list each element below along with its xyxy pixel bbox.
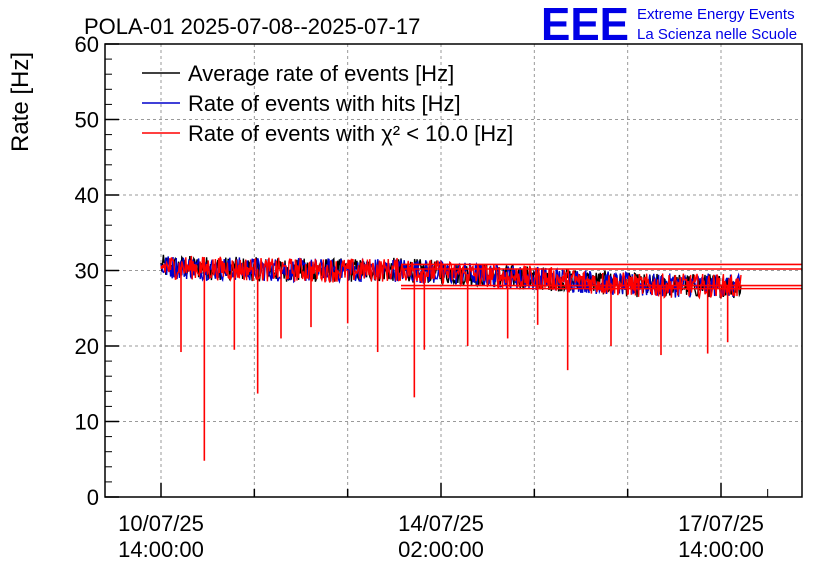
series-1	[160, 256, 742, 298]
y-tick-labels: 0 10 20 30 40 50 60	[75, 32, 99, 510]
legend: Average rate of events [Hz] Rate of event…	[142, 61, 513, 146]
y-tick-label: 20	[75, 334, 99, 359]
logo-mark: EEE	[541, 0, 629, 50]
series-layer	[160, 254, 802, 461]
eee-logo: EEE Extreme Energy Events La Scienza nel…	[541, 0, 797, 50]
legend-label: Rate of events with hits [Hz]	[188, 91, 461, 116]
x-tick-label-date: 10/07/25	[118, 511, 204, 536]
series-line	[160, 256, 742, 298]
x-tick-label-time: 02:00:00	[398, 537, 484, 562]
legend-label: Average rate of events [Hz]	[188, 61, 454, 86]
y-axis-title: Rate [Hz]	[7, 52, 34, 152]
y-tick-label: 50	[75, 108, 99, 133]
logo-line1: Extreme Energy Events	[637, 6, 795, 23]
axis-ticks	[105, 43, 769, 498]
series-2	[160, 255, 802, 461]
chart-title: POLA-01 2025-07-08--2025-07-17	[84, 14, 420, 39]
y-tick-label: 0	[87, 485, 99, 510]
logo-line2: La Scienza nelle Scuole	[637, 26, 797, 43]
x-tick-label-date: 14/07/25	[398, 511, 484, 536]
y-tick-label: 10	[75, 410, 99, 435]
x-tick-label-time: 14:00:00	[678, 537, 764, 562]
x-tick-label-date: 17/07/25	[678, 511, 764, 536]
x-tick-labels: 10/07/2514:00:0014/07/2502:00:0017/07/25…	[118, 511, 764, 562]
y-tick-label: 30	[75, 259, 99, 284]
x-tick-label-time: 14:00:00	[118, 537, 204, 562]
legend-label: Rate of events with χ² < 10.0 [Hz]	[188, 121, 513, 146]
y-tick-label: 60	[75, 32, 99, 57]
y-tick-label: 40	[75, 183, 99, 208]
